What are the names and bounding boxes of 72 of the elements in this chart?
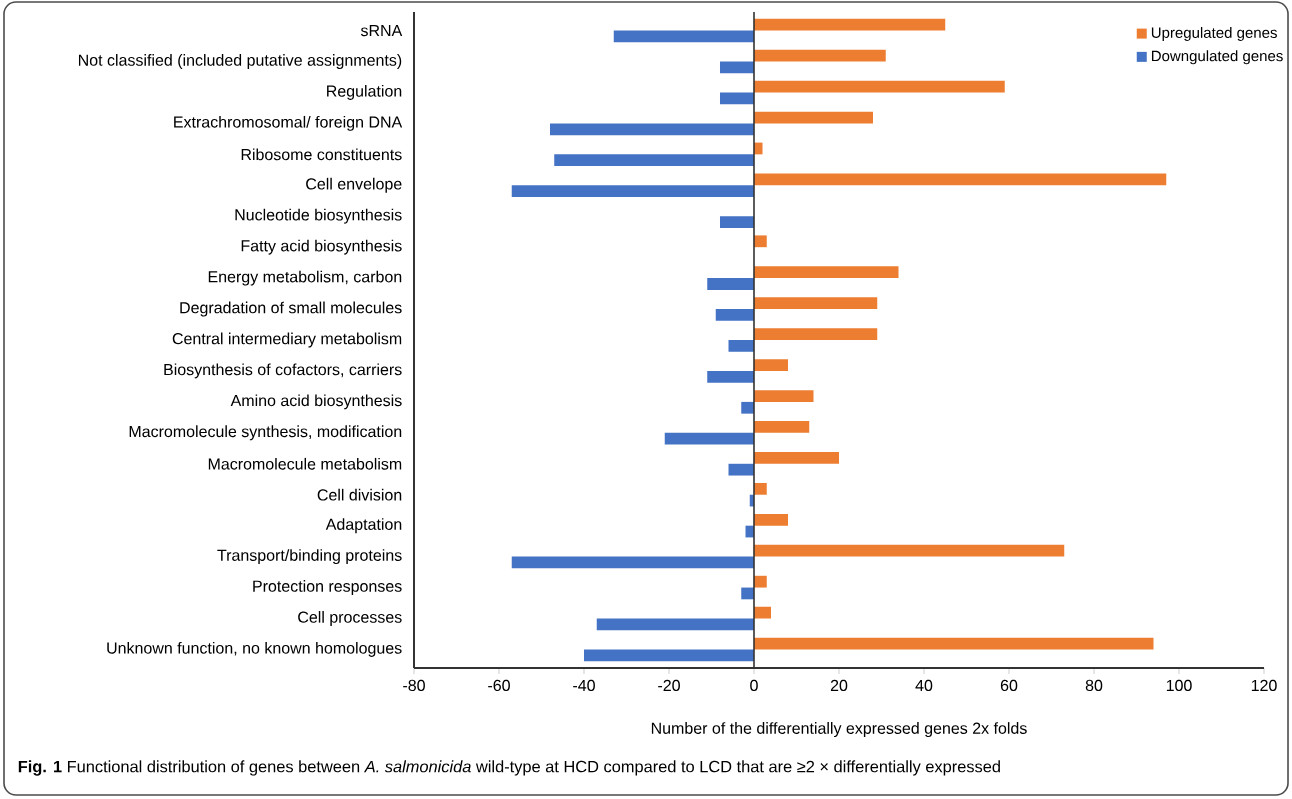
y-tick-label: Ribosome constituents: [241, 148, 402, 161]
bar: [720, 61, 754, 74]
bar: [728, 463, 754, 476]
y-tick-label: Cell division: [317, 488, 402, 501]
bar: [754, 452, 839, 464]
y-tick-label: Nucleotide biosynthesis: [235, 208, 402, 224]
x-tick-label: -20: [658, 679, 680, 692]
bar: [720, 216, 754, 228]
x-tick-label: 60: [1000, 679, 1018, 692]
y-tick-label: Central intermediary metabolism: [172, 332, 402, 348]
x-tick-label: -60: [488, 679, 510, 692]
bar: [596, 618, 754, 631]
y-tick-label: Energy metabolism, carbon: [208, 270, 402, 286]
bar: [754, 235, 767, 248]
y-tick-label: Not classified (included putative assignments): [78, 54, 402, 69]
x-axis-title: Number of the differentially expressed genes 2x folds: [651, 722, 1027, 738]
y-tick-label: Protection responses: [253, 580, 402, 596]
text: Fig. 1 Functional distribution of genes between A. salmonicida wild-type at HCD compared to LCD that are ≥2 × differentially expressed: [18, 760, 1000, 776]
x-tick-label: 80: [1085, 679, 1103, 692]
bar: [511, 556, 754, 569]
y-tick-label: Regulation: [327, 84, 402, 100]
bar: [754, 606, 771, 619]
bar: [754, 297, 878, 310]
bar: [707, 370, 754, 383]
bar: [613, 30, 754, 43]
bar: [754, 513, 788, 526]
x-tick-label: 20: [830, 679, 848, 692]
bar: [754, 266, 899, 279]
bar: [707, 278, 754, 290]
bar: [754, 637, 1154, 650]
y-tick-label: Unknown function, no known homologues: [107, 641, 402, 657]
x-tick-label: 0: [750, 679, 758, 692]
y-tick-label: Amino acid biosynthesis: [230, 394, 402, 410]
y-tick-label: Biosynthesis of cofactors, carriers: [164, 363, 402, 379]
bar: [720, 92, 754, 105]
legend-label: Downgulated genes: [1151, 50, 1283, 65]
bar: [754, 482, 767, 495]
bar: [754, 421, 810, 433]
bar: [584, 649, 754, 662]
bar: [664, 432, 754, 445]
y-tick-label: sRNA: [360, 24, 403, 37]
bar: [741, 401, 754, 414]
x-tick-label: 100: [1166, 679, 1192, 692]
bar: [754, 575, 767, 588]
bar: [754, 18, 946, 31]
y-tick-label: Extrachromosomal/ foreign DNA: [174, 115, 403, 131]
y-tick-label: Adaptation: [325, 518, 402, 534]
bar: [754, 111, 873, 124]
y-tick-label: Cell processes: [298, 611, 402, 626]
x-tick-label: -80: [403, 679, 425, 692]
bar: [754, 80, 1005, 93]
bar: [511, 185, 754, 198]
y-tick-label: Cell envelope: [306, 177, 402, 193]
bar: [728, 340, 754, 352]
y-tick-label: Macromolecule synthesis, modification: [129, 425, 402, 441]
y-tick-label: Fatty acid biosynthesis: [241, 239, 402, 255]
bar: [754, 544, 1065, 557]
y-tick-label: Degradation of small molecules: [180, 301, 402, 317]
bar: [554, 154, 754, 167]
bar: [754, 390, 814, 402]
x-tick-label: -40: [573, 679, 595, 692]
bar: [550, 123, 754, 136]
bar: [715, 309, 754, 321]
bar: [754, 173, 1167, 186]
legend-label: Upregulated genes: [1151, 26, 1277, 41]
bar: [754, 359, 788, 371]
y-tick-label: Transport/binding proteins: [217, 549, 402, 565]
x-tick-label: 120: [1251, 679, 1277, 692]
y-tick-label: Macromolecule metabolism: [208, 457, 402, 470]
x-tick-label: 40: [915, 679, 933, 692]
bar: [754, 328, 878, 341]
bar: [754, 49, 886, 62]
